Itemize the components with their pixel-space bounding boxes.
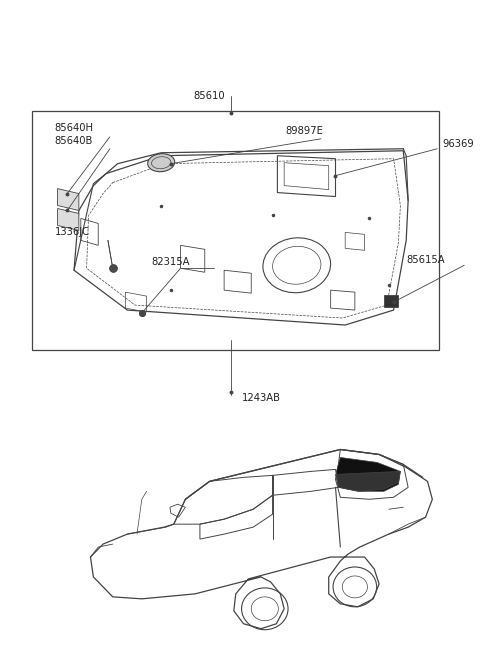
Polygon shape bbox=[336, 472, 400, 491]
Text: 85640B: 85640B bbox=[55, 136, 93, 146]
Polygon shape bbox=[336, 457, 400, 491]
Text: 85615A: 85615A bbox=[406, 255, 445, 265]
Text: 85640H: 85640H bbox=[55, 123, 94, 133]
Bar bbox=[384, 295, 398, 307]
Text: 1243AB: 1243AB bbox=[241, 393, 280, 403]
Polygon shape bbox=[58, 189, 79, 210]
Bar bbox=[32, 111, 439, 350]
Polygon shape bbox=[58, 208, 79, 231]
Text: 1336JC: 1336JC bbox=[55, 227, 90, 237]
Ellipse shape bbox=[148, 154, 175, 172]
Text: 85610: 85610 bbox=[194, 91, 226, 101]
Text: 96369: 96369 bbox=[442, 139, 474, 149]
Text: 82315A: 82315A bbox=[152, 257, 190, 267]
Text: 89897E: 89897E bbox=[285, 126, 323, 136]
